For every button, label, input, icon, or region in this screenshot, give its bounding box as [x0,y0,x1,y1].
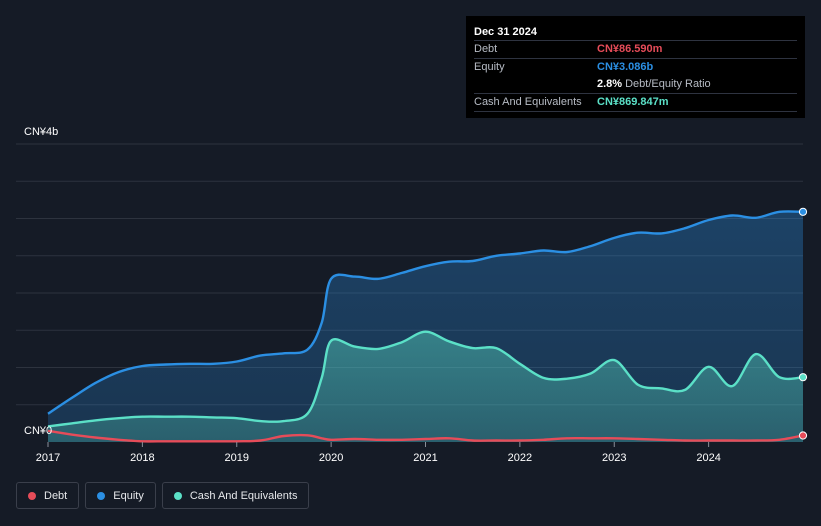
tooltip-date: Dec 31 2024 [474,26,537,38]
legend-item-debt[interactable]: Debt [16,482,80,509]
equity-end-marker[interactable] [798,207,808,216]
equity-dot-icon [97,491,106,500]
legend-equity-label: Equity [113,489,144,502]
debt-end-marker[interactable] [798,431,808,440]
tooltip-row-ratio: 2.8% Debt/Equity Ratio [474,76,797,93]
x-tick-label-4: 2021 [413,452,437,464]
legend-cash-label: Cash And Equivalents [189,489,298,502]
x-axis: 2017 2018 2019 2020 2021 2022 2023 2024 [36,442,721,464]
tooltip-ratio-value: 2.8% [597,78,623,90]
tooltip-cash-value: CN¥869.847m [597,96,669,108]
x-tick-label-1: 2018 [130,452,154,464]
legend-item-equity[interactable]: Equity [85,482,156,509]
y-tick-label-1: CN¥0 [24,425,52,437]
equity-line [47,210,804,415]
y-tick-label-0: CN¥4b [24,126,58,138]
tooltip-equity-value: CN¥3.086b [597,61,654,73]
x-tick-label-5: 2022 [508,452,532,464]
series-lines [47,210,804,443]
x-tick-label-6: 2023 [602,452,626,464]
cash-line [47,330,804,428]
tooltip-debt-label: Debt [474,43,498,55]
series-end-markers[interactable] [798,207,808,440]
debt-dot-icon [28,491,36,500]
tooltip-row-equity: Equity CN¥3.086b [474,58,797,76]
tooltip-row-cash: Cash And Equivalents CN¥869.847m [474,93,797,111]
chart-legend: Debt Equity Cash And Equivalents [16,482,310,509]
data-tooltip: Dec 31 2024 Debt CN¥86.590m Equity CN¥3.… [466,16,805,118]
tooltip-ratio-label: Debt/Equity Ratio [625,78,711,90]
tooltip-debt-value: CN¥86.590m [597,43,663,55]
x-tick-label-3: 2020 [319,452,343,464]
legend-item-cash[interactable]: Cash And Equivalents [161,482,310,509]
tooltip-equity-label: Equity [474,61,505,73]
tooltip-bottom-rule [474,111,797,129]
x-tick-label-7: 2024 [696,452,720,464]
x-tick-label-2: 2019 [225,452,249,464]
cash-dot-icon [173,491,182,500]
y-axis: CN¥4b CN¥0 [24,126,58,437]
series-areas [48,211,803,442]
tooltip-ratio-spacer [474,76,597,93]
cash-area [48,331,803,442]
debt-line [47,429,804,443]
x-tick-label-0: 2017 [36,452,60,464]
legend-debt-label: Debt [44,489,68,502]
cash-end-marker[interactable] [798,373,808,382]
tooltip-row-debt: Debt CN¥86.590m [474,40,797,58]
tooltip-cash-label: Cash And Equivalents [474,96,582,108]
